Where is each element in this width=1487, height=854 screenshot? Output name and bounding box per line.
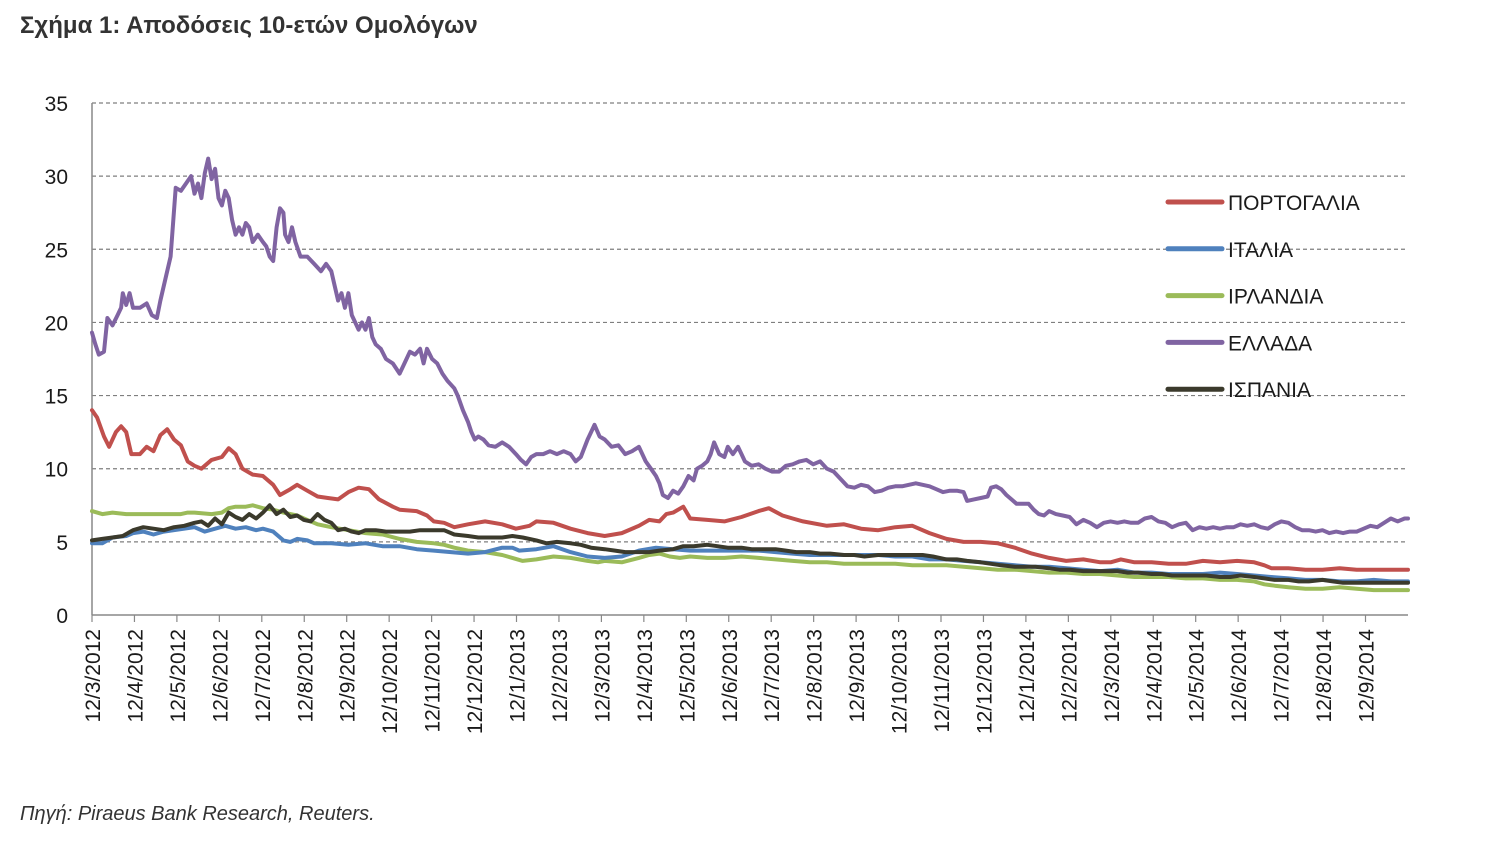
y-tick-label: 25 [45, 239, 68, 262]
x-tick-label: 12/6/2013 [719, 629, 742, 722]
x-tick-label: 12/5/2014 [1186, 629, 1209, 723]
x-tick-label: 12/7/2014 [1271, 629, 1294, 723]
y-axis: 0 5 10 15 20 25 30 35 [45, 93, 1408, 628]
series-line-ΙΡΛΑΝΔΙΑ [90, 503, 1410, 593]
x-tick-label: 12/7/2013 [761, 629, 784, 722]
x-tick-label: 12/1/2014 [1016, 629, 1039, 723]
x-tick-label: 12/5/2012 [167, 629, 190, 722]
legend-label: ΙΤΑΛΙΑ [1228, 239, 1293, 262]
y-tick-label: 30 [45, 166, 68, 189]
series-line-ΙΣΠΑΝΙΑ [90, 503, 1410, 585]
x-tick-label: 12/2/2013 [549, 629, 572, 722]
y-tick-label: 20 [45, 312, 68, 335]
x-tick-label: 12/3/2014 [1101, 629, 1124, 723]
x-tick-label: 12/12/2013 [973, 629, 996, 734]
x-tick-label: 12/9/2014 [1356, 629, 1379, 723]
x-tick-label: 12/5/2013 [676, 629, 699, 722]
x-tick-label: 12/8/2014 [1313, 629, 1336, 723]
series-line-ΕΛΛΑΔΑ [90, 156, 1410, 536]
x-tick-label: 12/2/2014 [1058, 629, 1081, 723]
series-line-ΠΟΡΤΟΓΑΛΙΑ [90, 408, 1410, 572]
x-tick-label: 12/10/2012 [379, 629, 402, 734]
x-tick-label: 12/12/2012 [464, 629, 487, 734]
x-tick-label: 12/11/2012 [422, 629, 445, 733]
x-tick-label: 12/6/2014 [1228, 629, 1251, 723]
y-tick-label: 10 [45, 459, 68, 482]
legend-label: ΙΡΛΑΝΔΙΑ [1228, 286, 1323, 309]
x-tick-label: 12/4/2014 [1143, 629, 1166, 723]
x-tick-label: 12/11/2013 [931, 629, 954, 733]
series-lines [90, 156, 1410, 593]
grid-lines [92, 102, 1408, 543]
x-tick-label: 12/1/2013 [507, 629, 530, 722]
x-tick-label: 12/7/2012 [252, 629, 275, 722]
source-note: Πηγή: Piraeus Bank Research, Reuters. [20, 803, 375, 825]
figure-title: Σχήμα 1: Αποδόσεις 10-ετών Ομολόγων [20, 12, 478, 39]
x-tick-label: 12/4/2013 [634, 629, 657, 722]
x-tick-label: 12/4/2012 [124, 629, 147, 722]
line-chart: 0 5 10 15 20 25 30 35 12/3/2012 12/4/2012 12/5/20… [45, 93, 1410, 734]
legend-label: ΙΣΠΑΝΙΑ [1228, 379, 1311, 402]
x-tick-label: 12/10/2013 [889, 629, 912, 734]
x-tick-label: 12/3/2012 [82, 629, 105, 722]
legend: ΠΟΡΤΟΓΑΛΙΑ ΙΤΑΛΙΑ ΙΡΛΑΝΔΙΑ ΕΛΛΑΔΑ ΙΣΠΑΝΙΑ [1165, 192, 1360, 402]
legend-label: ΕΛΛΑΔΑ [1228, 332, 1312, 355]
x-tick-label: 12/3/2013 [591, 629, 614, 722]
y-tick-label: 15 [45, 386, 68, 409]
y-tick-label: 0 [56, 605, 68, 628]
x-tick-label: 12/8/2013 [804, 629, 827, 722]
legend-label: ΠΟΡΤΟΓΑΛΙΑ [1228, 192, 1360, 215]
y-tick-label: 5 [56, 532, 68, 555]
x-tick-label: 12/8/2012 [294, 629, 317, 722]
x-tick-label: 12/9/2012 [337, 629, 360, 722]
x-axis: 12/3/2012 12/4/2012 12/5/2012 12/6/2012 12/7… [82, 615, 1379, 734]
x-tick-label: 12/9/2013 [846, 629, 869, 722]
series-line-ΙΤΑΛΙΑ [90, 523, 1410, 584]
y-tick-label: 35 [45, 93, 68, 116]
x-tick-label: 12/6/2012 [209, 629, 232, 722]
